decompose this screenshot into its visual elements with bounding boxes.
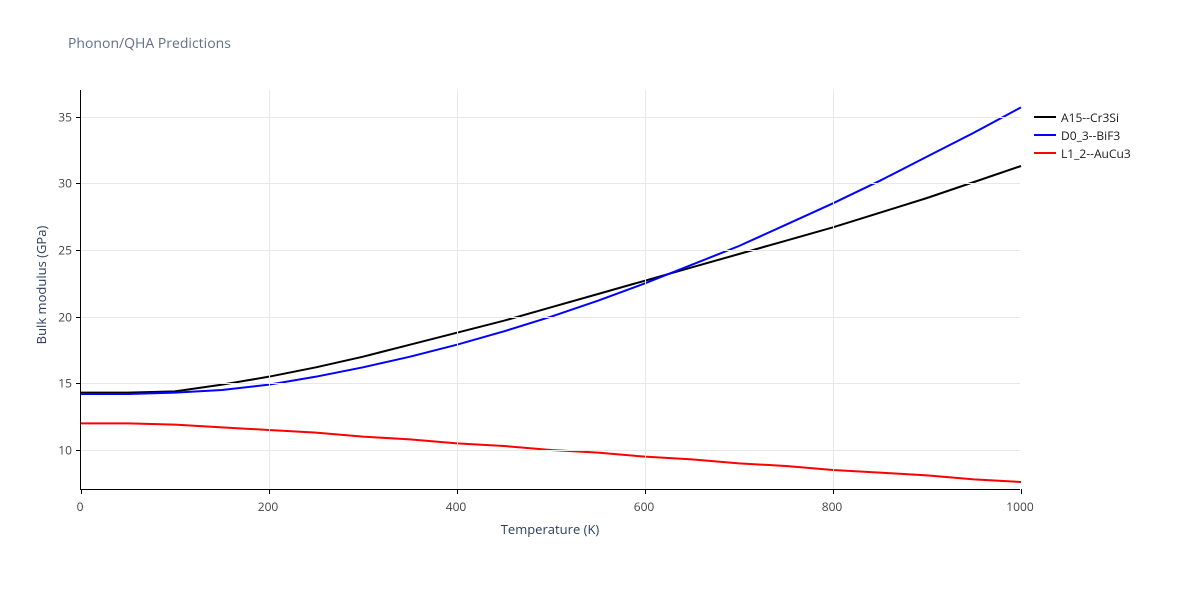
y-tick-label: 10 [52,442,72,459]
legend-item[interactable]: L1_2--AuCu3 [1034,144,1131,162]
y-tick-label: 20 [52,308,72,325]
legend-item[interactable]: D0_3--BiF3 [1034,126,1131,144]
gridline-v [457,90,458,489]
gridline-v [833,90,834,489]
x-tick-label: 0 [77,498,84,515]
chart-container: Phonon/QHA Predictions Temperature (K) B… [0,0,1200,600]
legend-swatch [1034,116,1056,118]
series-line-0 [81,166,1021,393]
gridline-h [81,250,1020,251]
legend-swatch [1034,134,1056,136]
y-axis-title: Bulk modulus (GPa) [32,215,50,355]
x-tick-mark [833,489,834,494]
plot-area [80,90,1020,490]
y-tick-mark [76,183,81,184]
x-tick-label: 200 [258,498,279,515]
x-tick-mark [457,489,458,494]
legend-item[interactable]: A15--Cr3Si [1034,108,1131,126]
x-tick-label: 800 [822,498,843,515]
y-tick-label: 25 [52,242,72,259]
x-tick-label: 600 [634,498,655,515]
gridline-h [81,383,1020,384]
legend-label: D0_3--BiF3 [1061,127,1120,144]
gridline-v [645,90,646,489]
x-tick-label: 1000 [1006,498,1033,515]
y-tick-label: 30 [52,175,72,192]
y-tick-label: 15 [52,375,72,392]
x-tick-mark [269,489,270,494]
y-tick-mark [76,250,81,251]
y-tick-mark [76,117,81,118]
gridline-v [269,90,270,489]
legend-label: A15--Cr3Si [1061,109,1119,126]
x-tick-mark [1021,489,1022,494]
gridline-h [81,450,1020,451]
plot-svg [81,90,1021,490]
y-tick-mark [76,383,81,384]
chart-title: Phonon/QHA Predictions [68,34,231,53]
y-tick-mark [76,317,81,318]
x-axis-title: Temperature (K) [490,520,610,538]
legend: A15--Cr3SiD0_3--BiF3L1_2--AuCu3 [1034,108,1131,162]
legend-label: L1_2--AuCu3 [1061,145,1131,162]
series-line-2 [81,423,1021,482]
x-tick-label: 400 [446,498,467,515]
gridline-h [81,317,1020,318]
gridline-h [81,117,1020,118]
x-tick-mark [81,489,82,494]
y-tick-label: 35 [52,108,72,125]
gridline-h [81,183,1020,184]
y-tick-mark [76,450,81,451]
x-tick-mark [645,489,646,494]
legend-swatch [1034,152,1056,154]
